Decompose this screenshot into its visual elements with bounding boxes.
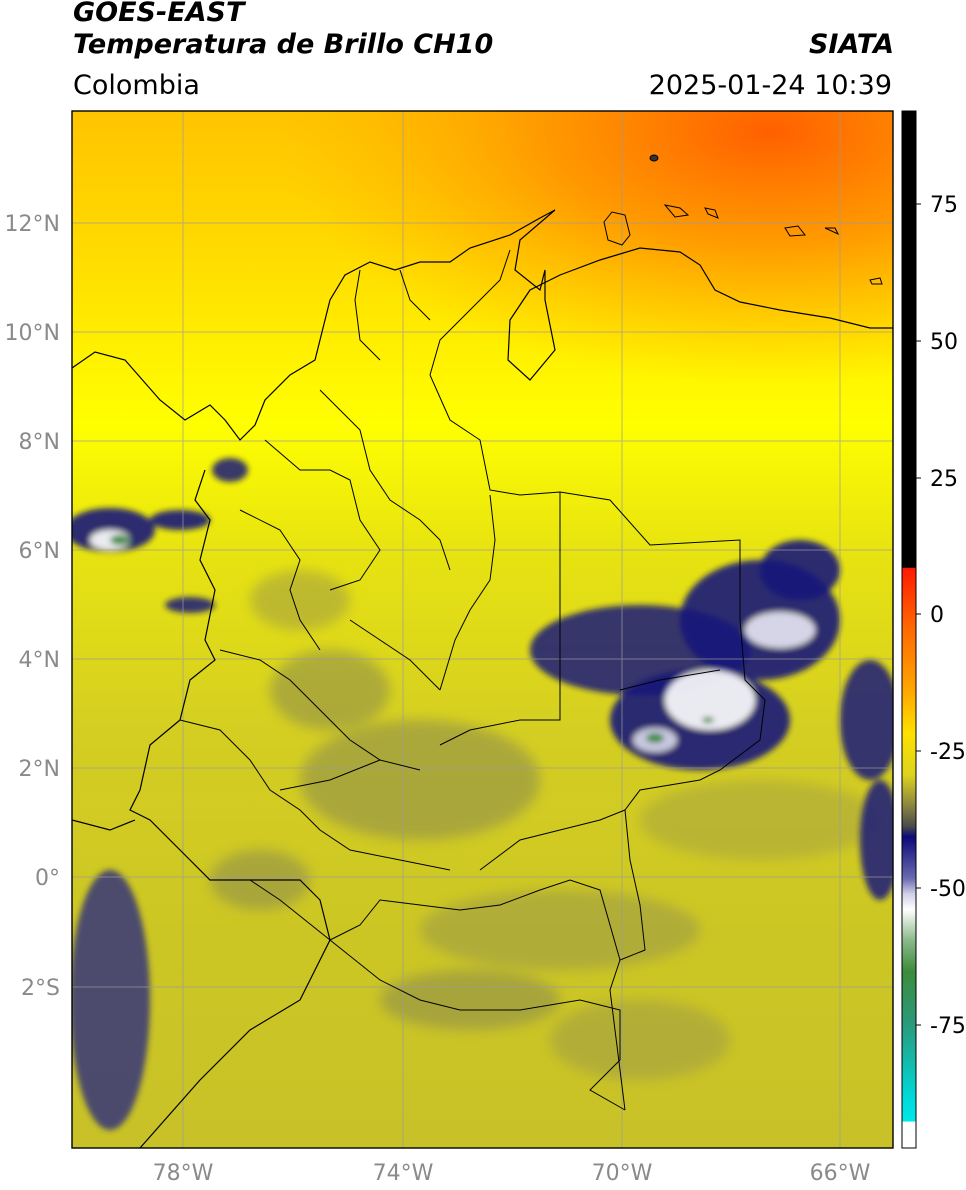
cbar-tick-m25: -25 [930, 740, 966, 765]
cbar-tick-0: 0 [930, 603, 944, 628]
lat-tick-12n: 12°N [5, 212, 60, 237]
borders [179, 249, 766, 1111]
caribbean-islands [603, 154, 883, 285]
timestamp-label: 2025-01-24 10:39 [648, 70, 892, 101]
gridlines [72, 111, 893, 1148]
lat-tick-2s: 2°S [21, 976, 60, 1001]
coastlines [72, 209, 893, 1148]
cbar-tick-50: 50 [930, 330, 958, 355]
lat-tick-6n: 6°N [19, 539, 60, 564]
region-label: Colombia [73, 70, 200, 101]
peru-border [329, 879, 621, 961]
product-title: Temperatura de Brillo CH10 [73, 29, 494, 60]
lat-tick-4n: 4°N [19, 648, 60, 673]
lon-tick-66w: 66°W [810, 1161, 871, 1186]
satellite-title: GOES-EAST [73, 0, 245, 28]
lat-tick-2n: 2°N [19, 757, 60, 782]
cbar-tick-m75: -75 [930, 1014, 966, 1039]
colorbar-labels: 75 50 25 0 -25 -50 -75 [930, 193, 966, 1039]
lat-tick-0: 0° [35, 866, 60, 891]
cold-clouds [72, 458, 893, 1130]
colorbar [901, 110, 917, 1149]
colorbar-ticks [916, 203, 921, 1026]
lat-tick-10n: 10°N [5, 321, 60, 346]
cbar-tick-75: 75 [930, 193, 958, 218]
lon-tick-70w: 70°W [592, 1161, 653, 1186]
source-label: SIATA [808, 29, 894, 60]
lat-tick-8n: 8°N [19, 430, 60, 455]
pacific-coastline [129, 469, 331, 1148]
lon-tick-labels: 78°W 74°W 70°W 66°W [153, 1161, 871, 1186]
cbar-tick-25: 25 [930, 467, 958, 492]
cloud-shading [210, 570, 880, 1080]
venezuela-border [429, 374, 766, 1111]
lon-tick-78w: 78°W [153, 1161, 214, 1186]
warm-caribbean-zone [72, 111, 893, 531]
map-field [72, 111, 893, 1148]
lon-tick-74w: 74°W [373, 1161, 434, 1186]
caribbean-coastline [72, 209, 893, 441]
cbar-tick-m50: -50 [930, 877, 966, 902]
brazil-border [249, 879, 626, 1111]
map-frame [71, 110, 894, 1149]
ecuador-coast [72, 819, 136, 831]
lat-tick-labels: 12°N 10°N 8°N 6°N 4°N 2°N 0° 2°S [5, 212, 60, 1001]
